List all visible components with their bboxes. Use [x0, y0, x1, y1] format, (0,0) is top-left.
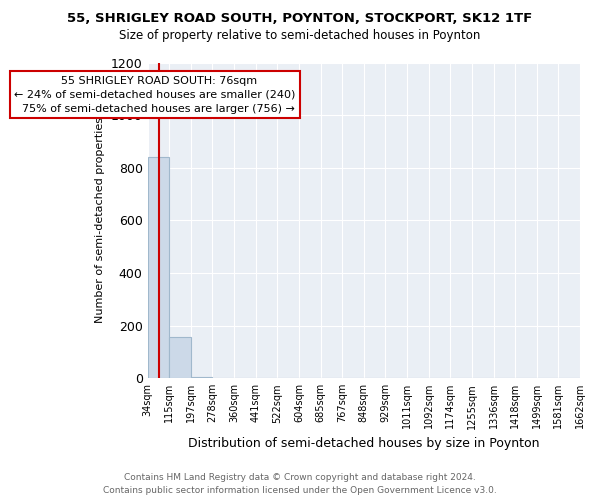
Bar: [191, 377, 212, 378]
Y-axis label: Number of semi-detached properties: Number of semi-detached properties: [95, 118, 105, 324]
Text: 55, SHRIGLEY ROAD SOUTH, POYNTON, STOCKPORT, SK12 1TF: 55, SHRIGLEY ROAD SOUTH, POYNTON, STOCKP…: [67, 12, 533, 26]
Bar: [169, 338, 191, 378]
X-axis label: Distribution of semi-detached houses by size in Poynton: Distribution of semi-detached houses by …: [188, 437, 539, 450]
Text: Size of property relative to semi-detached houses in Poynton: Size of property relative to semi-detach…: [119, 29, 481, 42]
Text: 55 SHRIGLEY ROAD SOUTH: 76sqm
← 24% of semi-detached houses are smaller (240)
  : 55 SHRIGLEY ROAD SOUTH: 76sqm ← 24% of s…: [14, 76, 296, 114]
Bar: [148, 157, 169, 378]
Text: Contains HM Land Registry data © Crown copyright and database right 2024.
Contai: Contains HM Land Registry data © Crown c…: [103, 474, 497, 495]
